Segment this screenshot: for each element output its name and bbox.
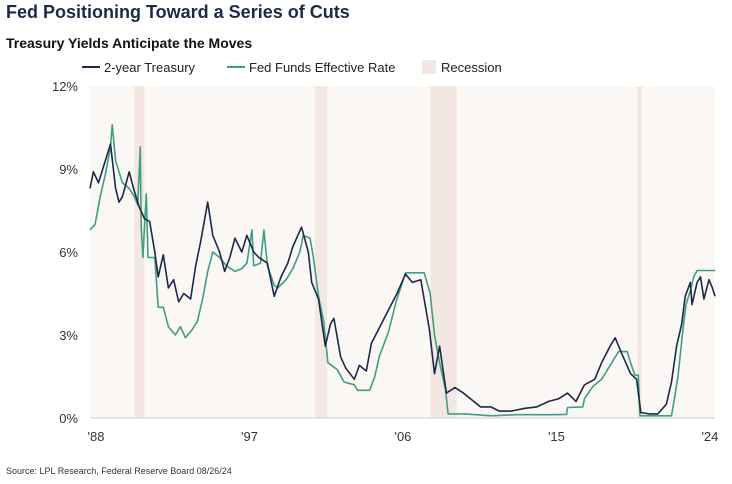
recession-band	[430, 86, 457, 418]
plot-area	[90, 86, 715, 418]
legend-label-recession: Recession	[441, 60, 502, 75]
x-tick-label: '15	[548, 429, 565, 444]
x-tick-label: '06	[394, 429, 411, 444]
recession-bands	[134, 86, 642, 418]
y-tick-label: 9%	[59, 162, 78, 177]
series-line-2-year-treasury	[89, 143, 716, 415]
chart-subtitle: Treasury Yields Anticipate the Moves	[6, 35, 253, 51]
x-tick-label: '88	[88, 429, 105, 444]
source-note: Source: LPL Research, Federal Reserve Bo…	[6, 466, 232, 476]
x-tick-label: '97	[241, 429, 258, 444]
legend-label-treasury: 2-year Treasury	[104, 60, 196, 75]
series-lines	[89, 123, 716, 417]
recession-band	[315, 86, 328, 418]
legend: 2-year Treasury Fed Funds Effective Rate…	[82, 60, 502, 75]
y-tick-label: 3%	[59, 328, 78, 343]
x-tick-label: '24	[701, 429, 718, 444]
y-tick-label: 12%	[52, 79, 78, 94]
chart-title: Fed Positioning Toward a Series of Cuts	[6, 2, 350, 22]
recession-band	[134, 86, 145, 418]
y-tick-label: 0%	[59, 411, 78, 426]
y-tick-label: 6%	[59, 245, 78, 260]
x-axis: '88 '97 '06 '15 '24	[88, 429, 719, 444]
y-axis: 0% 3% 6% 9% 12%	[52, 79, 78, 426]
series-line-fed-funds	[89, 123, 715, 417]
recession-band	[637, 86, 642, 418]
legend-label-fed-funds: Fed Funds Effective Rate	[249, 60, 395, 75]
legend-swatch-recession	[422, 60, 436, 74]
